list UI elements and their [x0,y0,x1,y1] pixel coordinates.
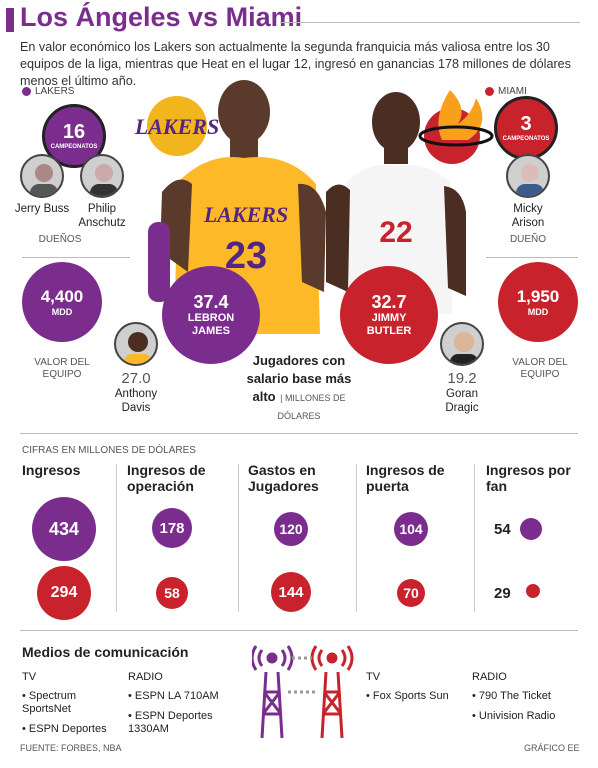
finance-section-label: CIFRAS EN MILLONES DE DÓLARES [22,445,196,456]
heat-tv-item-1: • Fox Sports Sun [366,690,449,702]
lebron-salary: 37.4 [193,292,229,312]
jerry-buss-avatar [20,154,64,198]
heat-owner-label: DUEÑO [509,234,547,245]
lakers-logo: LAKERS [134,96,219,156]
dragic-name: Goran Dragic [445,388,479,414]
lebron-jersey-text: LAKERS [203,202,288,227]
owner-name-jerry-buss: Jerry Buss [14,203,70,215]
lakers-owners-label: DUEÑOS [38,234,82,245]
heat-value-circle: 1,950 MDD [498,262,578,342]
heat-tag: MIAMI [485,86,527,97]
heat-value-label: VALOR DEL EQUIPO [512,357,568,380]
heat-dot-icon [485,87,494,96]
lakers-value-circle: 4,400 MDD [22,262,102,342]
heat-logo [418,90,494,164]
person-avatar-icon [450,332,478,364]
heat-championships-count: 3 [520,113,532,135]
col-head-ingresos-puerta: Ingresos de puerta [366,462,445,494]
philip-anschutz-avatar [80,154,124,198]
column-separator [116,464,117,612]
stat-lakers-fan: 54 [494,521,511,538]
lakers-tag: LAKERS [22,86,74,97]
section-divider-media [20,630,578,631]
owner-name-micky-arison: Micky Arison [511,203,545,229]
column-separator [238,464,239,612]
stat-heat-operacion: 58 [156,577,188,609]
page-title: Los Ángeles vs Miami [20,2,303,32]
heat-owner-divider [486,257,578,258]
lakers-radio-item-1: • ESPN LA 710AM [128,690,219,702]
lakers-radio-label: RADIO [128,671,163,683]
dragic-salary: 19.2 [447,370,477,387]
lakers-value-unit: MDD [51,307,73,317]
heat-tag-label: MIAMI [498,86,527,97]
lakers-value-label: VALOR DEL EQUIPO [34,357,90,380]
lakers-tv-item-2: • ESPN Deportes [22,723,107,735]
heat-tv-label: TV [366,671,381,683]
intro-text: En valor económico los Lakers son actual… [20,40,571,88]
butler-name: JIMMY BUTLER [366,312,412,337]
stat-lakers-operacion: 178 [152,508,192,548]
lakers-owners-divider [22,257,130,258]
lebron-name: LEBRON JAMES [187,312,235,337]
column-separator [356,464,357,612]
stat-lakers-puerta: 104 [394,512,428,546]
col-head-ingresos-fan: Ingresos por fan [486,462,571,494]
lakers-tv-item-1: • Spectrum SportsNet [22,690,76,715]
col-head-ingresos: Ingresos [22,462,81,478]
heat-fan-dot-icon [526,584,540,598]
media-title: Medios de comunicación [22,644,189,660]
title-divider [280,22,580,23]
heat-radio-label: RADIO [472,671,507,683]
heat-radio-item-2: • Univision Radio [472,710,556,722]
footer-credit: GRÁFICO EE [524,743,580,753]
lakers-tv-label: TV [22,671,37,683]
stat-heat-gastos: 144 [271,572,311,612]
owner-name-philip-anschutz: Philip Anschutz [78,203,126,229]
anthony-davis-avatar [114,322,158,366]
col-head-ingresos-operacion: Ingresos de operación [127,462,206,494]
lakers-logo-text: LAKERS [134,114,219,139]
stat-heat-ingresos: 294 [37,566,91,620]
column-separator [474,464,475,612]
person-avatar-icon [30,164,58,196]
davis-name: Anthony Davis [114,388,158,414]
col-head-gastos-jugadores: Gastos en Jugadores [248,462,319,494]
section-divider-finance [20,433,578,434]
salary-caption-unit: MILLONES DE DÓLARES [277,393,346,421]
heat-championships-badge: 3 CAMPEONATOS [494,96,558,160]
heat-value: 1,950 [516,287,560,306]
stat-heat-puerta: 70 [397,579,425,607]
salary-caption: Jugadores con salario base más alto | MI… [246,353,352,421]
goran-dragic-avatar [440,322,484,366]
stat-lakers-ingresos: 434 [32,497,96,561]
butler-salary: 32.7 [371,292,407,312]
title-accent-bar [6,8,14,32]
heat-championships-label: CAMPEONATOS [502,136,550,142]
lebron-james-photo: LAKERS 23 [148,80,326,334]
person-avatar-icon [124,332,152,364]
stat-lakers-gastos: 120 [274,512,308,546]
lakers-dot-icon [22,87,31,96]
stat-heat-fan: 29 [494,585,511,602]
radio-tower-icon [252,645,354,739]
footer-source: FUENTE: FORBES, NBA [20,743,122,753]
butler-salary-circle: 32.7 JIMMY BUTLER [340,266,438,364]
heat-radio-item-1: • 790 The Ticket [472,690,551,702]
heat-value-unit: MDD [527,307,549,317]
lebron-salary-circle: 37.4 LEBRON JAMES [162,266,260,364]
person-avatar-icon [90,164,118,196]
salary-caption-title: Jugadores con salario base más alto [246,353,352,404]
lakers-radio-item-2: • ESPN Deportes 1330AM [128,710,213,735]
lakers-championships-label: CAMPEONATOS [50,144,98,150]
svg-text:22: 22 [379,216,412,249]
person-avatar-icon [516,164,544,196]
micky-arison-avatar [506,154,550,198]
lakers-tag-label: LAKERS [35,86,75,97]
lakers-fan-dot-icon [520,518,542,540]
davis-salary: 27.0 [121,370,151,387]
lakers-value: 4,400 [40,287,84,306]
lakers-championships-count: 16 [62,121,86,143]
